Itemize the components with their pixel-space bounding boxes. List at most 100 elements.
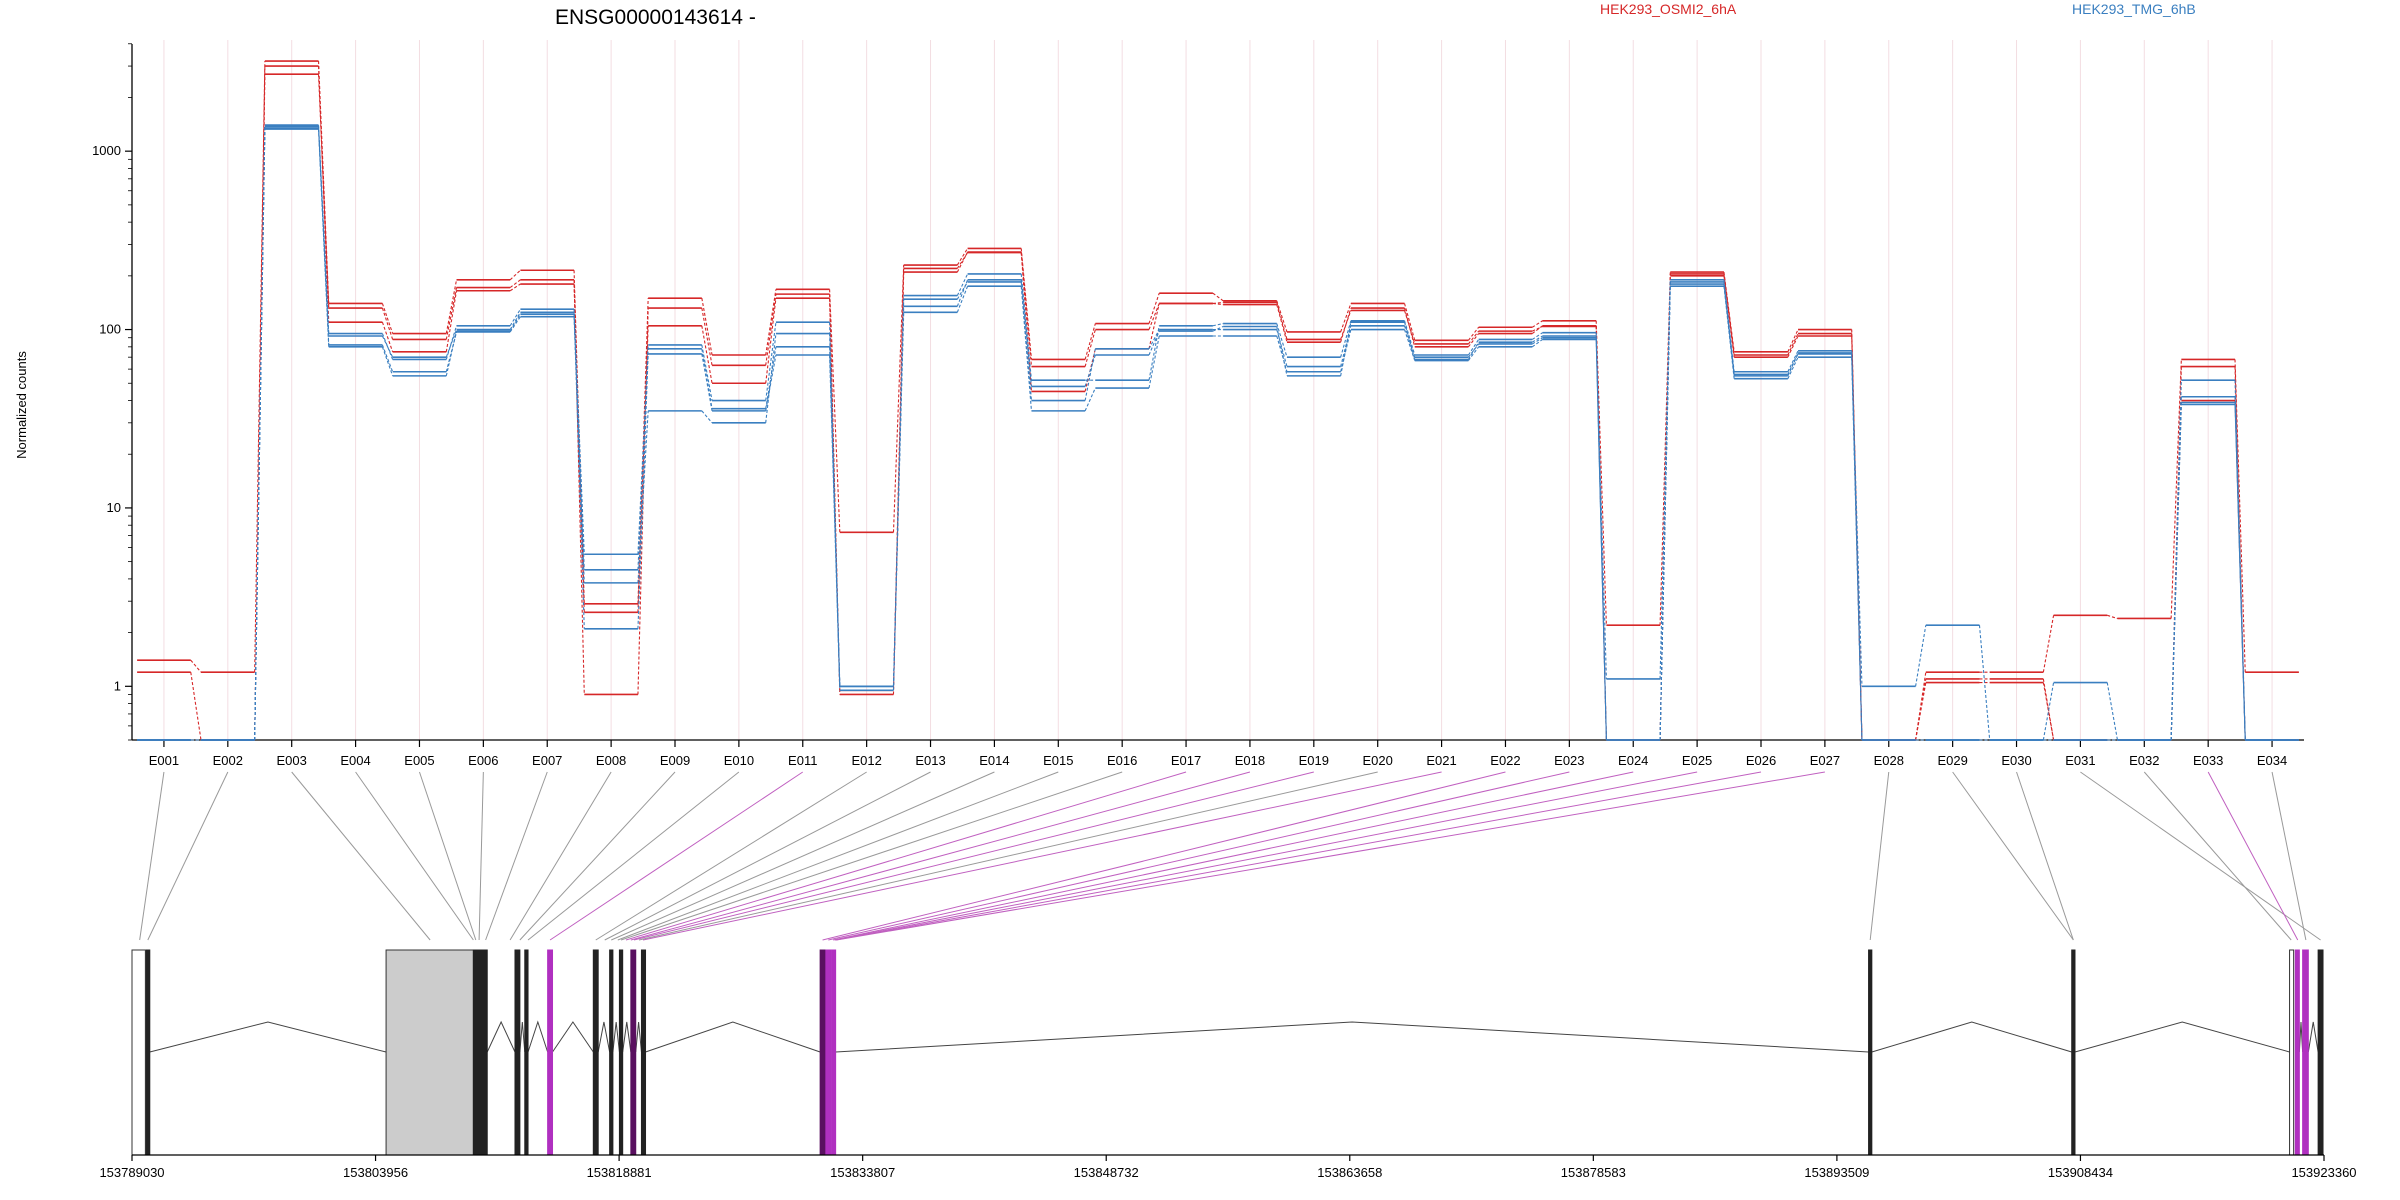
connector-E016 bbox=[620, 771, 1123, 941]
x-tick-label-E022: E022 bbox=[1490, 753, 1520, 768]
series-0-connector bbox=[765, 289, 777, 356]
series-0-connector bbox=[892, 265, 905, 533]
series-2-connector bbox=[765, 298, 777, 384]
intron-E019-E021 bbox=[2074, 1021, 2290, 1053]
series-6-connector bbox=[509, 313, 521, 332]
series-1-connector bbox=[1276, 302, 1288, 340]
series-6-connector bbox=[892, 306, 905, 687]
x-tick-label-E016: E016 bbox=[1107, 753, 1137, 768]
series-2-connector bbox=[317, 66, 330, 323]
x-tick-label-E005: E005 bbox=[404, 753, 434, 768]
x-tick-label-E029: E029 bbox=[1937, 753, 1967, 768]
series-2-connector bbox=[1020, 252, 1033, 392]
series-2-connector bbox=[1340, 307, 1352, 343]
series-0-connector bbox=[1659, 272, 1671, 626]
exon-block-E004 bbox=[472, 949, 480, 1156]
connector-E011 bbox=[549, 771, 804, 941]
series-6-connector bbox=[1212, 326, 1224, 332]
series-1-connector bbox=[1467, 330, 1480, 345]
series-4-connector bbox=[1084, 387, 1096, 412]
series-2-connector bbox=[445, 290, 458, 352]
series-5-connector bbox=[637, 353, 649, 629]
connector-E022 bbox=[822, 771, 1506, 941]
x-tick-label-E014: E014 bbox=[979, 753, 1009, 768]
series-0-connector bbox=[1276, 300, 1288, 333]
exon-block-E008 bbox=[524, 949, 529, 1156]
series-6-connector bbox=[254, 129, 266, 741]
series-3-HEK293_TMG_6hB bbox=[137, 124, 2299, 741]
connector-E034 bbox=[2271, 771, 2307, 941]
series-2-connector bbox=[1787, 335, 1799, 358]
series-1-connector bbox=[381, 307, 394, 340]
x-tick-label-E034: E034 bbox=[2257, 753, 2287, 768]
genomic-tick-label-153833807: 153833807 bbox=[830, 1165, 895, 1180]
x-tick-label-E030: E030 bbox=[2001, 753, 2031, 768]
genomic-tick-label-153893509: 153893509 bbox=[1804, 1165, 1869, 1180]
series-0-connector bbox=[1148, 292, 1160, 324]
series-6-connector bbox=[1276, 326, 1288, 376]
x-tick-label-E023: E023 bbox=[1554, 753, 1584, 768]
series-4-connector bbox=[1404, 329, 1416, 361]
exon-block-E010 bbox=[592, 949, 599, 1156]
x-tick-label-E020: E020 bbox=[1363, 753, 1393, 768]
series-0-HEK293_OSMI2_6hA bbox=[137, 60, 2299, 741]
x-tick-label-E015: E015 bbox=[1043, 753, 1073, 768]
connector-E010 bbox=[527, 771, 740, 941]
x-tick-label-E032: E032 bbox=[2129, 753, 2159, 768]
series-0-connector bbox=[190, 659, 202, 673]
genomic-tick-label-153863658: 153863658 bbox=[1317, 1165, 1382, 1180]
exon-block-E009 bbox=[547, 949, 554, 1156]
series-2-connector bbox=[1531, 325, 1543, 334]
series-3-connector bbox=[1212, 323, 1224, 327]
legend-tmg: HEK293_TMG_6hB bbox=[2072, 1, 2196, 17]
series-6-HEK293_TMG_6hB bbox=[137, 128, 2299, 741]
connector-E006 bbox=[478, 771, 484, 941]
connector-E018 bbox=[630, 771, 1251, 941]
series-0-connector bbox=[2234, 359, 2246, 673]
intron-E014-E015 bbox=[645, 1021, 821, 1053]
x-tick-label-E002: E002 bbox=[213, 753, 243, 768]
connector-E020 bbox=[638, 771, 1378, 941]
series-0-connector bbox=[1595, 320, 1607, 626]
genomic-tick-label-153923360: 153923360 bbox=[2291, 1165, 2356, 1180]
series-3-connector bbox=[1531, 332, 1543, 340]
series-3-connector bbox=[1020, 273, 1033, 381]
exon-block-E018 bbox=[1868, 949, 1873, 1156]
series-5-HEK293_TMG_6hB bbox=[137, 125, 2299, 741]
series-6-connector bbox=[1467, 341, 1480, 360]
connector-E027 bbox=[836, 771, 1825, 941]
series-1-connector bbox=[1723, 273, 1735, 356]
connector-E029 bbox=[1952, 771, 2074, 941]
series-4-connector bbox=[445, 331, 458, 372]
series-6-connector bbox=[637, 348, 649, 570]
series-3-connector bbox=[1915, 625, 1927, 687]
series-2-connector bbox=[1915, 682, 1927, 741]
series-0-connector bbox=[956, 248, 969, 266]
series-1-connector bbox=[190, 672, 202, 741]
series-4-connector bbox=[1531, 339, 1543, 348]
series-0-connector bbox=[1404, 303, 1416, 341]
x-tick-label-E026: E026 bbox=[1746, 753, 1776, 768]
series-1-HEK293_OSMI2_6hA bbox=[137, 73, 2299, 741]
x-tick-label-E003: E003 bbox=[277, 753, 307, 768]
series-6-connector bbox=[1148, 330, 1160, 356]
series-2-connector bbox=[956, 252, 969, 269]
series-0-connector bbox=[829, 289, 841, 533]
x-tick-label-E010: E010 bbox=[724, 753, 754, 768]
series-4-connector bbox=[1148, 335, 1160, 389]
series-2-connector bbox=[1467, 333, 1480, 348]
series-3-connector bbox=[1404, 320, 1416, 356]
x-tick-label-E027: E027 bbox=[1810, 753, 1840, 768]
series-4-connector bbox=[381, 344, 394, 372]
series-3-connector bbox=[1467, 339, 1480, 356]
intron-E017-E018 bbox=[835, 1021, 1869, 1053]
series-5-connector bbox=[1276, 329, 1288, 367]
exon-block-E011 bbox=[609, 949, 614, 1156]
x-tick-label-E007: E007 bbox=[532, 753, 562, 768]
series-6-connector bbox=[1659, 281, 1671, 741]
exon-block-E013 bbox=[630, 949, 637, 1156]
exon-block-E001 bbox=[131, 949, 146, 1156]
exon-block-E005 bbox=[479, 949, 484, 1156]
series-6-connector bbox=[1723, 281, 1735, 375]
connector-E012 bbox=[595, 771, 867, 941]
